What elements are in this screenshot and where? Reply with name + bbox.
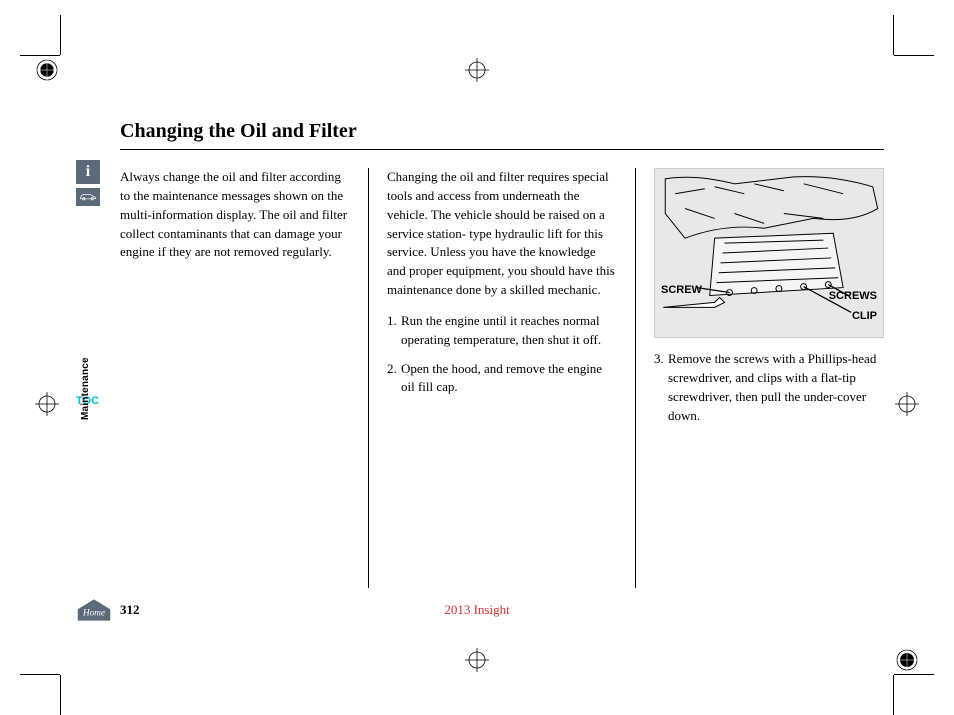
registration-mark-icon (465, 58, 489, 82)
column-3: SCREW SCREWS CLIP 3.Remove the screws wi… (635, 168, 884, 588)
step-text: Remove the screws with a Phillips-head s… (668, 351, 876, 423)
diagram-label-clip: CLIP (852, 309, 877, 325)
step-number: 1. (387, 312, 397, 331)
heading-rule (120, 149, 884, 150)
undercover-diagram: SCREW SCREWS CLIP (654, 168, 884, 338)
registration-mark-icon (35, 58, 59, 82)
step-text: Run the engine until it reaches normal o… (401, 313, 601, 347)
step-list: 1.Run the engine until it reaches normal… (387, 312, 617, 397)
footer-model: 2013 Insight (0, 602, 954, 618)
info-symbol: i (86, 163, 90, 181)
step-text: Open the hood, and remove the engine oil… (401, 361, 602, 395)
step-item: 1.Run the engine until it reaches normal… (387, 312, 617, 350)
step-list: 3.Remove the screws with a Phillips-head… (654, 350, 884, 425)
sidebar: i (76, 160, 108, 206)
registration-mark-icon (895, 392, 919, 416)
registration-mark-icon (895, 648, 919, 672)
column-2: Changing the oil and filter requires spe… (368, 168, 635, 588)
info-icon[interactable]: i (76, 160, 100, 184)
registration-mark-icon (35, 392, 59, 416)
diagram-label-screws: SCREWS (829, 289, 877, 305)
paragraph: Always change the oil and filter accordi… (120, 168, 350, 262)
page-content: Changing the Oil and Filter Always chang… (120, 120, 884, 610)
step-item: 2.Open the hood, and remove the engine o… (387, 360, 617, 398)
car-icon[interactable] (76, 188, 100, 206)
diagram-label-screw: SCREW (661, 283, 702, 299)
page-title: Changing the Oil and Filter (120, 120, 884, 143)
registration-mark-icon (465, 648, 489, 672)
paragraph: Changing the oil and filter requires spe… (387, 168, 617, 300)
step-number: 3. (654, 350, 664, 369)
column-1: Always change the oil and filter accordi… (120, 168, 368, 588)
step-number: 2. (387, 360, 397, 379)
section-tab[interactable]: Maintenance (80, 357, 91, 420)
step-item: 3.Remove the screws with a Phillips-head… (654, 350, 884, 425)
columns: Always change the oil and filter accordi… (120, 168, 884, 588)
